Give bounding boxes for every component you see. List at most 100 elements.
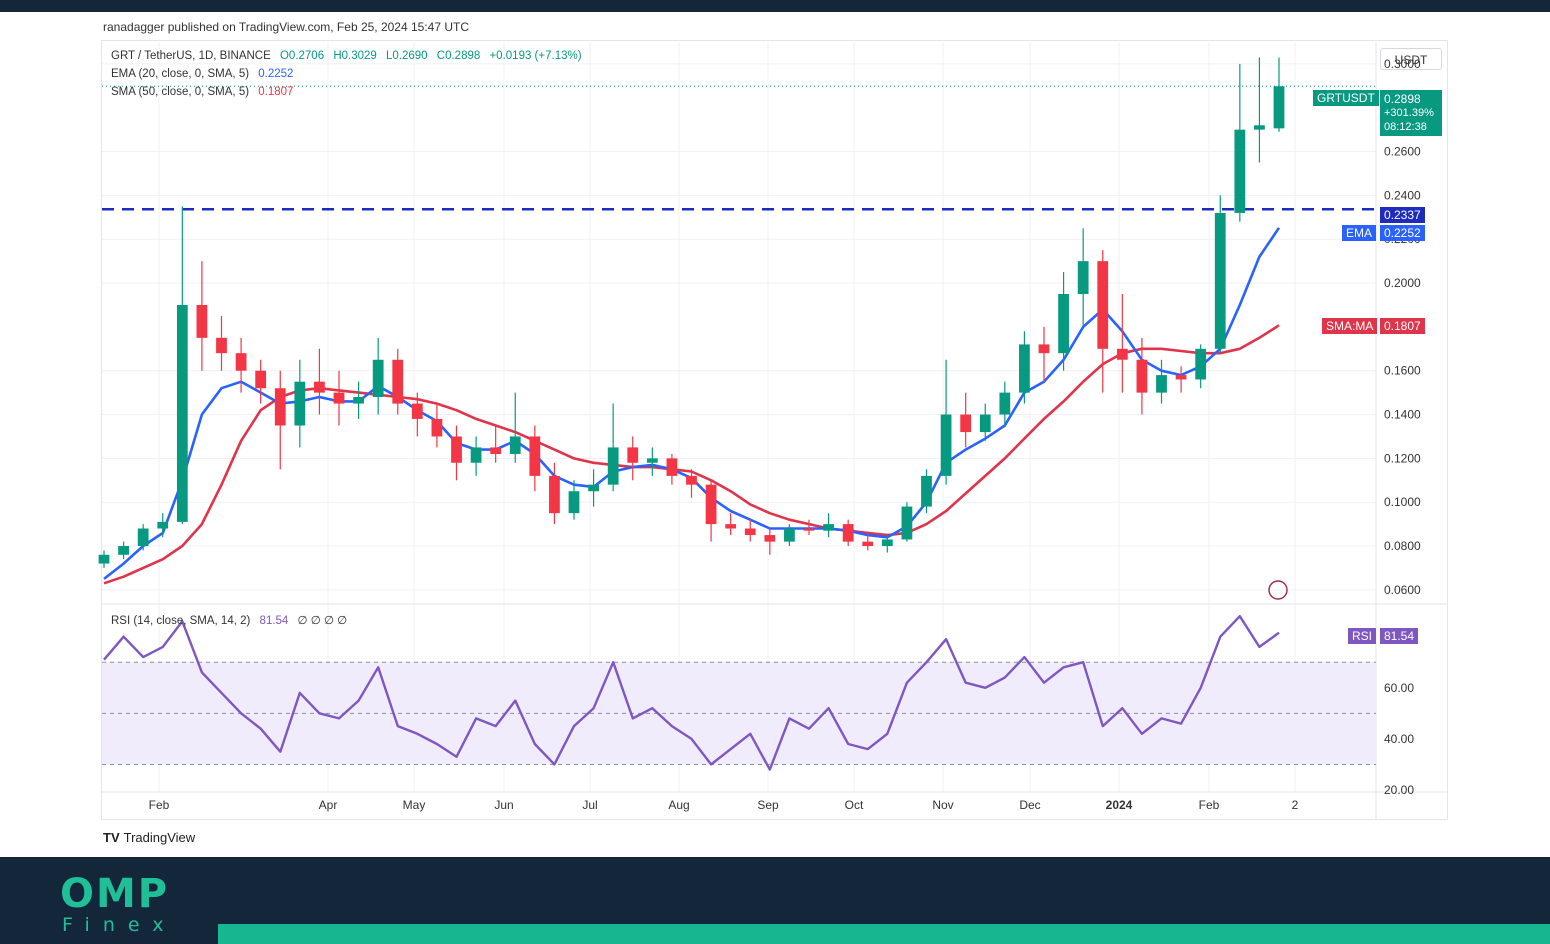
price-axis-label: 0.2600	[1384, 145, 1421, 159]
price-axis-label: 0.1600	[1384, 364, 1421, 378]
candle-body[interactable]	[1234, 129, 1246, 213]
rsi-value-tag: 81.54	[1380, 628, 1419, 644]
time-axis-label: 2	[1292, 798, 1299, 812]
candle-body[interactable]	[137, 528, 149, 547]
candle-body[interactable]	[862, 541, 874, 547]
candle-body[interactable]	[607, 447, 619, 485]
legend-open: O0.2706	[279, 50, 325, 62]
candle-body[interactable]	[999, 392, 1011, 415]
legend-sma-row[interactable]: SMA (50, close, 0, SMA, 5) 0.1807	[111, 86, 299, 98]
candle-body[interactable]	[744, 528, 756, 536]
candle-body[interactable]	[1077, 261, 1089, 295]
candle-body[interactable]	[1116, 348, 1128, 360]
candle-body[interactable]	[823, 524, 834, 531]
legend-ema-value: 0.2252	[258, 68, 294, 80]
rsi-line[interactable]	[103, 615, 1280, 771]
time-axis-label: Jul	[582, 798, 597, 812]
candle-body[interactable]	[118, 546, 129, 555]
candle-body[interactable]	[470, 447, 482, 463]
sma-value-tag: 0.1807	[1380, 318, 1425, 334]
candle-body[interactable]	[705, 484, 717, 525]
candle-body[interactable]	[274, 388, 286, 426]
candle-body[interactable]	[725, 524, 737, 529]
candle-body[interactable]	[157, 521, 169, 529]
legend-rsi-extra: ∅ ∅ ∅ ∅	[297, 615, 348, 627]
candle-body[interactable]	[686, 475, 697, 485]
candle-body[interactable]	[666, 458, 678, 476]
candle-body[interactable]	[98, 554, 110, 564]
candle-body[interactable]	[216, 337, 227, 354]
tradingview-brand-text: TradingView	[123, 830, 196, 845]
ema-name-tag: EMA	[1342, 225, 1377, 241]
legend-ema-row[interactable]: EMA (20, close, 0, SMA, 5) 0.2252	[111, 68, 299, 80]
legend-high: H0.3029	[333, 50, 377, 62]
legend-rsi-label: RSI (14, close, SMA, 14, 2)	[111, 615, 251, 627]
rsi-axis-label: 20.00	[1384, 783, 1414, 797]
legend-rsi-row[interactable]: RSI (14, close, SMA, 14, 2) 81.54 ∅ ∅ ∅ …	[111, 613, 353, 627]
candle-body[interactable]	[960, 414, 972, 433]
candle-body[interactable]	[764, 535, 776, 542]
candle-body[interactable]	[1097, 261, 1109, 349]
candle-body[interactable]	[1136, 359, 1148, 393]
legend-symbol[interactable]: GRT / TetherUS, 1D, BINANCE	[111, 50, 271, 62]
candle-body[interactable]	[881, 539, 893, 547]
candle-body[interactable]	[588, 484, 599, 492]
candle-body[interactable]	[1254, 125, 1265, 130]
candle-body[interactable]	[901, 506, 913, 540]
candle-body[interactable]	[372, 359, 384, 398]
tradingview-brand[interactable]: TV TradingView	[103, 830, 195, 845]
candle-body[interactable]	[529, 436, 541, 476]
legend-sma-label: SMA (50, close, 0, SMA, 5)	[111, 86, 250, 98]
candle-body[interactable]	[549, 475, 560, 514]
candle-body[interactable]	[568, 491, 580, 514]
candle-body[interactable]	[509, 436, 521, 454]
candle-body[interactable]	[803, 528, 815, 531]
candle-body[interactable]	[392, 359, 404, 404]
time-axis-label: Oct	[845, 798, 864, 812]
candle-body[interactable]	[842, 524, 854, 542]
alert-icon[interactable]	[1268, 580, 1288, 600]
candle-body[interactable]	[1156, 375, 1167, 393]
legend-rsi-value: 81.54	[259, 615, 289, 627]
candle-body[interactable]	[1195, 348, 1207, 380]
candle-body[interactable]	[294, 381, 306, 426]
candle-body[interactable]	[333, 392, 345, 404]
candle-body[interactable]	[921, 475, 932, 507]
legend-low: L0.2690	[386, 50, 428, 62]
time-axis-label: Jun	[494, 798, 513, 812]
candle-body[interactable]	[1058, 294, 1069, 354]
candle-body[interactable]	[627, 447, 639, 463]
currency-selector[interactable]: USDT	[1380, 48, 1442, 70]
price-axis-label: 0.2400	[1384, 188, 1421, 202]
candle-body[interactable]	[1273, 86, 1285, 129]
top-strip	[0, 0, 1550, 12]
candle-body[interactable]	[646, 458, 658, 463]
ema-value-tag: 0.2252	[1380, 225, 1425, 241]
candle-body[interactable]	[1019, 344, 1030, 393]
candle-body[interactable]	[940, 414, 952, 476]
candle-body[interactable]	[451, 436, 462, 463]
price-axis-label: 0.1200	[1384, 451, 1421, 465]
candle-body[interactable]	[1175, 375, 1187, 380]
candle-body[interactable]	[1214, 212, 1226, 349]
logo-sub: Finex	[62, 914, 177, 936]
price-axis-label: 0.0800	[1384, 539, 1421, 553]
candle-body[interactable]	[431, 418, 443, 437]
candle-body[interactable]	[196, 304, 208, 338]
legend-ema-label: EMA (20, close, 0, SMA, 5)	[111, 68, 250, 80]
candle-body[interactable]	[235, 353, 247, 371]
candle-body[interactable]	[314, 381, 325, 393]
rsi-name-tag: RSI	[1348, 628, 1377, 644]
candle-body[interactable]	[411, 403, 423, 419]
candle-body[interactable]	[353, 397, 364, 404]
candle-body[interactable]	[176, 304, 188, 522]
time-axis-label: Aug	[668, 798, 689, 812]
candle-body[interactable]	[1038, 344, 1050, 354]
candle-body[interactable]	[979, 414, 991, 433]
candle-body[interactable]	[490, 447, 502, 454]
candle-body[interactable]	[255, 370, 267, 389]
legend-sma-value: 0.1807	[258, 86, 294, 98]
sma-name-tag: SMA:MA	[1322, 318, 1378, 334]
candle-body[interactable]	[784, 528, 795, 542]
